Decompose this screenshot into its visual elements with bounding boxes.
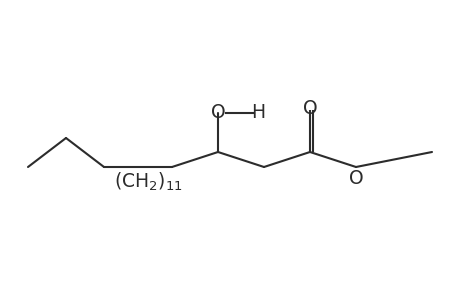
Text: O: O — [348, 169, 363, 188]
Text: (CH$_2$)$_{11}$: (CH$_2$)$_{11}$ — [113, 171, 182, 193]
Text: O: O — [210, 103, 225, 122]
Text: O: O — [302, 100, 317, 118]
Text: H: H — [251, 103, 264, 122]
